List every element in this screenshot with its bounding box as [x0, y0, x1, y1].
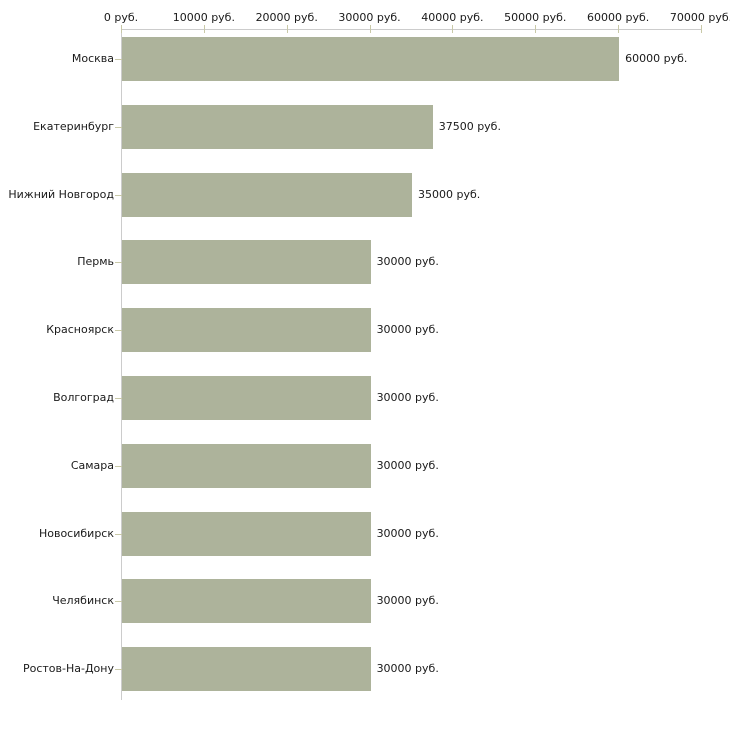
category-label: Красноярск [46, 323, 114, 337]
value-label: 60000 руб. [625, 52, 688, 65]
bar [122, 579, 371, 624]
y-axis-line [121, 29, 122, 700]
category-tick [115, 601, 122, 603]
category-tick [115, 533, 122, 535]
x-axis-tick-label: 50000 руб. [504, 11, 567, 24]
x-axis-tick [369, 25, 371, 33]
category-label: Волгоград [53, 391, 114, 404]
value-label: 30000 руб. [376, 255, 439, 269]
x-axis-tick-label: 10000 руб. [172, 11, 235, 24]
value-label: 30000 руб. [376, 458, 439, 472]
x-axis-tick [535, 25, 537, 33]
category-tick [115, 398, 122, 399]
x-axis-tick [121, 25, 122, 33]
value-label: 30000 руб. [376, 662, 439, 676]
bar [122, 376, 371, 420]
value-label: 30000 руб. [376, 526, 439, 540]
category-tick [115, 194, 122, 196]
category-label: Нижний Новгород [8, 187, 114, 201]
category-label: Челябинск [52, 594, 114, 608]
value-label: 37500 руб. [438, 119, 501, 133]
category-label: Екатеринбург [33, 119, 114, 133]
x-axis-tick-label: 70000 руб. [669, 11, 730, 24]
bar [122, 443, 371, 488]
bar [122, 647, 371, 692]
x-axis-tick-label: 40000 руб. [421, 11, 484, 24]
bar [122, 172, 412, 217]
x-axis-tick-label: 20000 руб. [255, 11, 318, 24]
category-tick [115, 330, 122, 332]
value-label: 35000 руб. [418, 187, 481, 201]
x-axis-tick [203, 25, 205, 33]
category-tick [115, 59, 122, 60]
category-tick [115, 465, 122, 467]
x-axis-tick [618, 25, 620, 33]
x-axis-tick [286, 25, 288, 33]
value-label: 30000 руб. [376, 323, 439, 337]
value-label: 30000 руб. [376, 594, 439, 608]
x-axis-tick-label: 30000 руб. [338, 11, 401, 24]
value-label: 30000 руб. [376, 391, 439, 404]
x-axis-tick [701, 25, 702, 33]
category-label: Пермь [77, 255, 114, 269]
bar [122, 37, 620, 81]
category-tick [115, 126, 122, 128]
bar [122, 511, 371, 556]
category-label: Самара [70, 458, 114, 472]
x-axis-line [121, 29, 702, 30]
bar [122, 240, 371, 285]
category-label: Москва [71, 52, 114, 65]
category-label: Новосибирск [38, 526, 114, 540]
x-axis-tick-label: 60000 руб. [587, 11, 650, 24]
x-axis-tick [452, 25, 454, 33]
category-label: Ростов-На-Дону [22, 662, 114, 676]
category-tick [115, 262, 122, 264]
x-axis-tick-label: 0 руб. [103, 11, 139, 24]
bar [122, 104, 433, 149]
bar [122, 308, 371, 353]
category-tick [115, 669, 122, 671]
